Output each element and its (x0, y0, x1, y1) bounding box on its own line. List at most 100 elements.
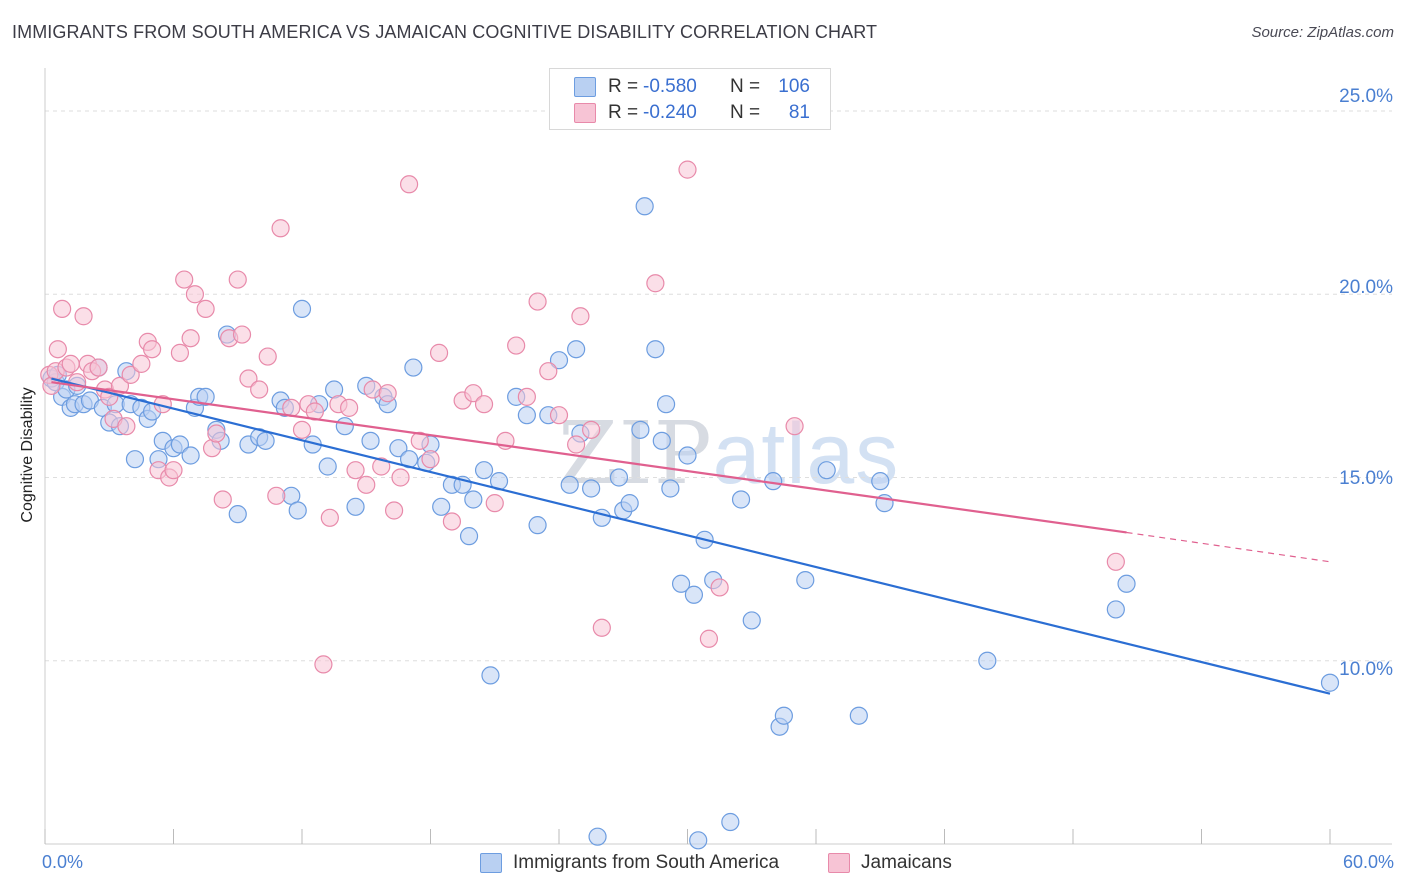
data-point-jamaican (121, 365, 140, 384)
data-point-south-america (871, 472, 890, 491)
data-point-jamaican (464, 384, 483, 403)
bottom-legend-swatch-pink (828, 853, 850, 873)
bottom-legend-label: Jamaicans (861, 852, 952, 873)
data-point-south-america (661, 479, 680, 498)
data-point-south-america (609, 468, 629, 487)
data-point-jamaican (1106, 552, 1125, 571)
data-point-jamaican (549, 406, 569, 425)
y-tick-label: 10.0% (1339, 659, 1393, 680)
data-point-jamaican (710, 578, 729, 597)
data-point-south-america (404, 358, 423, 377)
data-point-jamaican (582, 420, 601, 439)
legend-n-label: N = (730, 102, 761, 123)
data-point-jamaican (117, 417, 136, 436)
bottom-legend-south-america: Immigrants from South America (480, 852, 779, 874)
data-point-south-america (678, 446, 697, 465)
legend-n-label: N = (730, 76, 761, 97)
legend-swatch-pink (574, 103, 596, 123)
data-point-jamaican (363, 380, 382, 399)
data-point-jamaican (399, 175, 419, 194)
data-point-south-america (196, 387, 215, 406)
legend-r-value: -0.580 (643, 76, 697, 97)
data-point-south-america (656, 395, 676, 414)
legend-n-value: 81 (788, 102, 810, 123)
data-point-jamaican (678, 160, 697, 179)
data-point-south-america (684, 585, 704, 604)
data-point-jamaican (421, 450, 440, 469)
data-point-jamaican (571, 307, 590, 326)
data-point-south-america (849, 706, 868, 725)
data-point-south-america (459, 527, 479, 546)
data-point-jamaican (372, 457, 391, 476)
data-point-jamaican (391, 468, 410, 487)
data-point-jamaican (340, 398, 359, 417)
y-axis-label: Cognitive Disability (19, 387, 36, 523)
data-point-jamaican (164, 461, 183, 480)
data-point-south-america (731, 490, 751, 509)
data-point-jamaican (250, 380, 269, 399)
data-point-south-america (774, 706, 793, 725)
data-point-jamaican (74, 307, 93, 326)
data-point-jamaican (474, 395, 494, 414)
data-point-jamaican (384, 501, 404, 520)
data-point-south-america (346, 497, 365, 516)
legend-r-value: -0.240 (643, 102, 697, 123)
data-point-south-america (474, 461, 494, 480)
data-point-south-america (742, 611, 761, 630)
data-point-jamaican (442, 512, 462, 531)
data-point-south-america (646, 340, 665, 359)
y-tick-label: 25.0% (1339, 86, 1393, 107)
bottom-legend-swatch-blue (480, 853, 502, 873)
data-point-jamaican (170, 343, 190, 362)
data-point-south-america (721, 812, 740, 832)
axes (44, 68, 1392, 845)
data-point-jamaican (267, 486, 286, 505)
data-point-south-america (620, 494, 639, 513)
data-point-south-america (432, 497, 451, 516)
data-point-south-america (361, 431, 380, 450)
data-point-jamaican (181, 329, 200, 348)
data-point-south-america (389, 439, 408, 458)
watermark-atlas: atlas (712, 406, 900, 502)
data-point-jamaican (699, 629, 719, 648)
data-point-south-america (335, 417, 354, 436)
data-point-south-america (978, 651, 997, 670)
data-point-jamaican (89, 358, 108, 377)
data-point-south-america (318, 457, 337, 476)
legend-n-value: 106 (778, 76, 810, 97)
data-point-south-america (567, 340, 586, 359)
legend-r-label: R = (608, 102, 639, 123)
data-point-jamaican (175, 270, 194, 289)
data-point-south-america (1117, 574, 1136, 593)
data-point-jamaican (485, 494, 504, 513)
data-point-south-america (582, 479, 601, 498)
data-point-jamaican (507, 336, 526, 355)
trend-line-south-america (51, 377, 1331, 695)
data-point-jamaican (258, 347, 277, 366)
data-point-south-america (292, 299, 312, 318)
data-point-jamaican (142, 340, 162, 359)
bottom-legend-label: Immigrants from South America (513, 852, 780, 873)
trend-line-jamaicans (51, 381, 1127, 534)
data-point-south-america (652, 431, 671, 450)
data-point-south-america (588, 827, 607, 846)
y-tick-label: 20.0% (1339, 277, 1393, 298)
trend-line-jamaicans-extension (1126, 531, 1331, 563)
data-point-jamaican (213, 490, 232, 509)
trend-lines (51, 377, 1331, 695)
chart-title: IMMIGRANTS FROM SOUTH AMERICA VS JAMAICA… (12, 22, 878, 42)
data-point-south-america (228, 505, 247, 524)
legend-row-jamaicans: R = -0.240 N = 81 (550, 100, 810, 126)
data-point-south-america (256, 431, 275, 450)
data-point-jamaican (378, 384, 397, 403)
data-point-jamaican (410, 431, 429, 450)
data-point-south-america (170, 435, 190, 454)
data-point-jamaican (61, 354, 80, 373)
data-point-south-america (464, 490, 483, 509)
data-point-south-america (689, 831, 708, 850)
data-point-south-america (1320, 673, 1340, 692)
data-point-south-america (560, 475, 579, 494)
data-point-jamaican (271, 219, 290, 238)
data-point-jamaican (132, 354, 151, 373)
